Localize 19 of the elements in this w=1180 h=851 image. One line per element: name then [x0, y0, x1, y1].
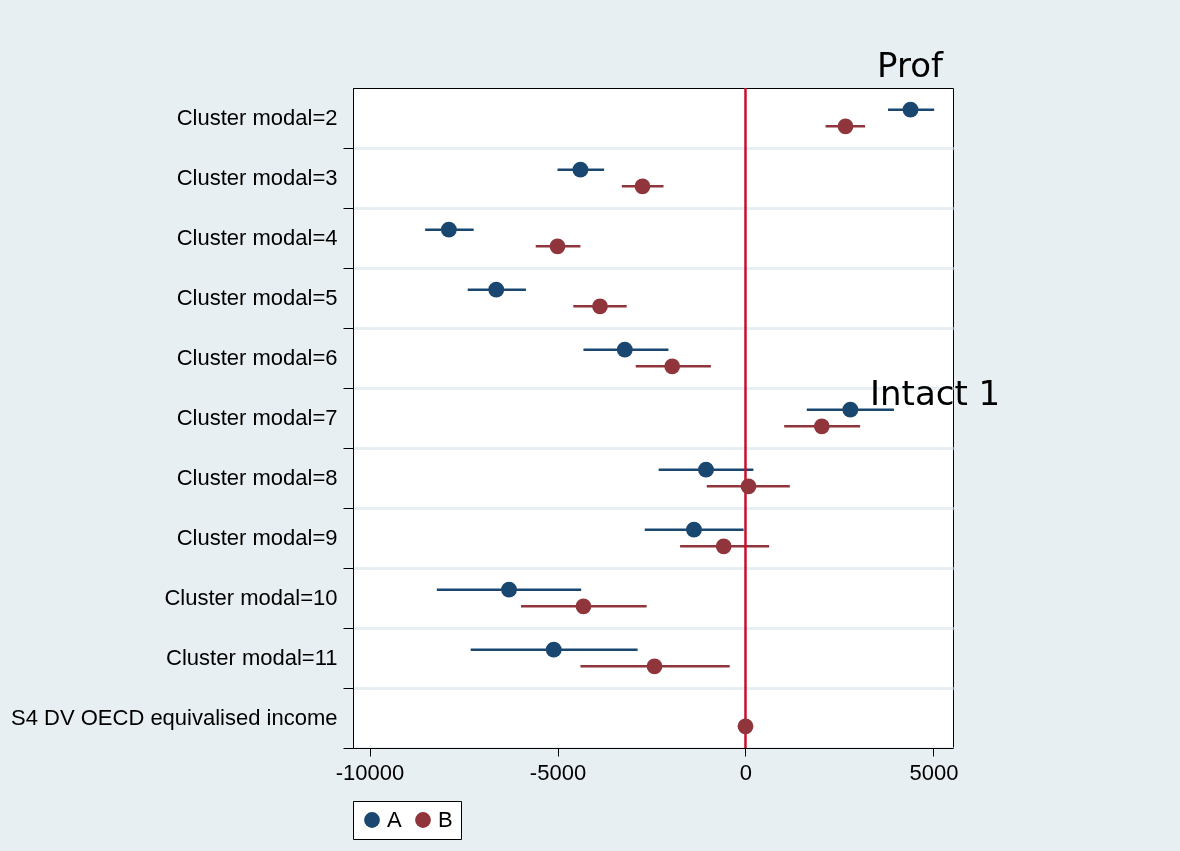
y-tick-label: Cluster modal=3 — [176, 165, 338, 190]
x-tick-label: -10000 — [335, 759, 405, 785]
y-tick-label: Cluster modal=10 — [164, 585, 338, 610]
y-tick-label: Cluster modal=8 — [176, 465, 338, 490]
y-tick-label: Cluster modal=6 — [176, 345, 338, 370]
legend-label: A — [387, 807, 402, 832]
y-tick-label: Cluster modal=11 — [166, 645, 338, 670]
annotation: Intact 1 — [870, 373, 1001, 413]
y-tick-label: S4 DV OECD equivalised income — [11, 705, 338, 730]
y-tick-label: Cluster modal=9 — [176, 525, 338, 550]
legend-label: B — [438, 807, 453, 832]
x-tick-label: 0 — [739, 759, 753, 785]
y-tick-label: Cluster modal=5 — [176, 285, 338, 310]
text: Prof — [877, 45, 944, 85]
x-tick-label: -5000 — [529, 759, 587, 785]
x-tick-label: 5000 — [909, 759, 959, 785]
y-tick-label: Cluster modal=7 — [176, 405, 338, 430]
y-tick-label: Cluster modal=4 — [176, 225, 338, 250]
y-tick-label: Cluster modal=2 — [176, 105, 338, 130]
